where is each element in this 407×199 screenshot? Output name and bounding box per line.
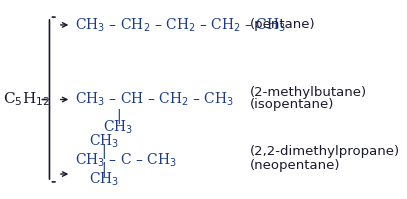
Text: C$_5$H$_{12}$: C$_5$H$_{12}$ — [2, 91, 50, 108]
Text: (isopentane): (isopentane) — [250, 98, 335, 111]
Text: CH$_3$: CH$_3$ — [89, 133, 119, 150]
Text: (2-methylbutane): (2-methylbutane) — [250, 86, 368, 99]
Text: |: | — [116, 109, 121, 124]
Text: |: | — [102, 144, 106, 159]
Text: CH$_3$: CH$_3$ — [89, 170, 119, 188]
Text: CH$_3$ – CH$_2$ – CH$_2$ – CH$_2$ – CH$_3$: CH$_3$ – CH$_2$ – CH$_2$ – CH$_2$ – CH$_… — [74, 16, 286, 34]
Text: |: | — [102, 162, 106, 177]
Text: CH$_3$ – C – CH$_3$: CH$_3$ – C – CH$_3$ — [74, 152, 176, 169]
Text: (2,2-dimethylpropane): (2,2-dimethylpropane) — [250, 145, 400, 158]
Text: CH$_3$: CH$_3$ — [103, 119, 133, 136]
Text: CH$_3$ – CH – CH$_2$ – CH$_3$: CH$_3$ – CH – CH$_2$ – CH$_3$ — [74, 91, 234, 108]
Text: (neopentane): (neopentane) — [250, 159, 341, 172]
Text: (pentane): (pentane) — [250, 19, 316, 31]
